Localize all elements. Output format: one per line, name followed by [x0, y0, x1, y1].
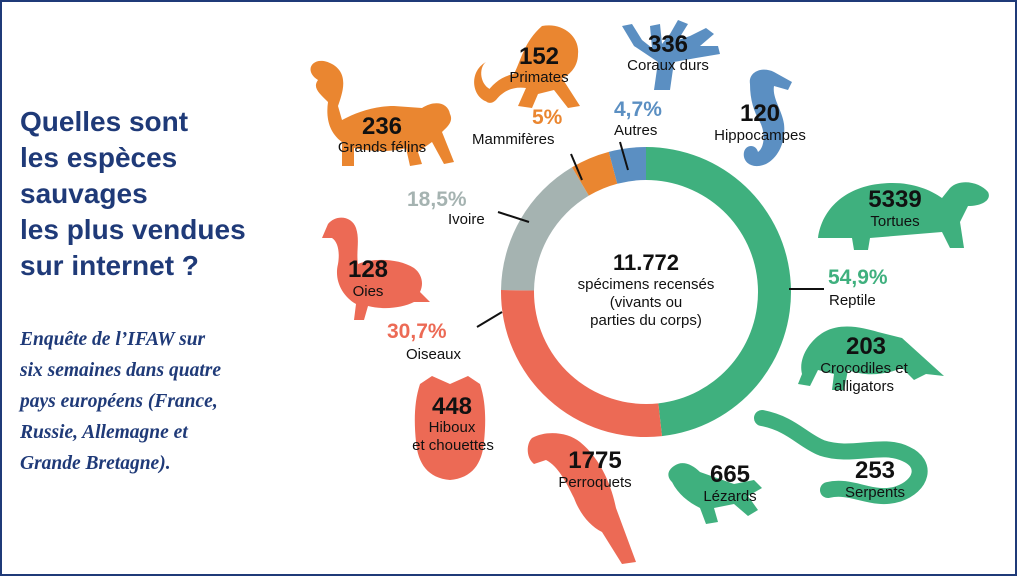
big-cat-icon: [310, 60, 454, 166]
center-line2: (vivants ou: [610, 294, 683, 311]
species-tortues-value: 5339: [868, 186, 921, 213]
species-hippocampes-value: 120: [740, 100, 780, 127]
page-subtitle: Enquête de l’IFAW sur six semaines dans …: [20, 329, 221, 474]
species-primates-value: 152: [519, 43, 559, 70]
crocodile-icon: [798, 326, 944, 390]
species-primates-label: Primates: [509, 69, 568, 86]
species-hiboux-value: 448: [432, 393, 472, 420]
goose-icon: [322, 217, 430, 320]
pct-reptile: 54,9%: [828, 266, 888, 289]
parrot-icon: [527, 433, 636, 564]
species-oies-value: 128: [348, 256, 388, 283]
species-crocodiles-label2: alligators: [834, 378, 894, 395]
cat-autres: Autres: [614, 122, 657, 139]
species-coraux-value: 336: [648, 31, 688, 58]
cat-oiseaux: Oiseaux: [406, 346, 462, 363]
species-grands-felins-value: 236: [362, 113, 402, 140]
species-serpents-label: Serpents: [845, 484, 905, 501]
pct-mammiferes: 5%: [532, 106, 563, 129]
donut-slice-reptile: [646, 147, 791, 437]
lizard-icon: [668, 463, 762, 524]
pct-autres: 4,7%: [614, 98, 662, 121]
donut-slice-oiseaux: [500, 289, 662, 437]
species-crocodiles-label: Crocodiles et: [820, 360, 908, 377]
center-line1: spécimens recensés: [578, 276, 715, 293]
species-grands-felins-label: Grands félins: [338, 139, 426, 156]
species-hiboux-label2: et chouettes: [412, 437, 494, 454]
species-lezards-label: Lézards: [703, 488, 756, 505]
snake-icon: [754, 410, 928, 505]
pct-ivoire: 18,5%: [407, 188, 467, 211]
center-total: 11.772: [613, 250, 679, 275]
species-hiboux-label: Hiboux: [429, 419, 476, 436]
cat-reptile: Reptile: [829, 292, 876, 309]
species-perroquets-value: 1775: [568, 447, 621, 474]
owl-icon: [414, 376, 486, 480]
leader-lines: [476, 141, 824, 328]
species-crocodiles-value: 203: [846, 333, 886, 360]
cat-mammiferes: Mammifères: [472, 131, 555, 148]
species-tortues-label: Tortues: [870, 213, 919, 230]
seahorse-icon: [743, 69, 792, 167]
monkey-icon: [474, 25, 580, 108]
pct-oiseaux: 30,7%: [387, 320, 447, 343]
center-line3: parties du corps): [590, 312, 702, 329]
species-serpents-value: 253: [855, 457, 895, 484]
coral-icon: [622, 20, 720, 90]
page-title: Quelles sont les espèces sauvages les pl…: [20, 106, 246, 281]
donut-slice-ivoire: [501, 167, 589, 291]
cat-ivoire: Ivoire: [448, 211, 485, 228]
species-coraux-label: Coraux durs: [627, 57, 709, 74]
tortoise-icon: [818, 182, 989, 250]
species-lezards-value: 665: [710, 461, 750, 488]
species-oies-label: Oies: [353, 283, 384, 300]
species-perroquets-label: Perroquets: [558, 474, 631, 491]
species-hippocampes-label: Hippocampes: [714, 127, 806, 144]
donut-slice-mammiferes: [572, 151, 618, 196]
